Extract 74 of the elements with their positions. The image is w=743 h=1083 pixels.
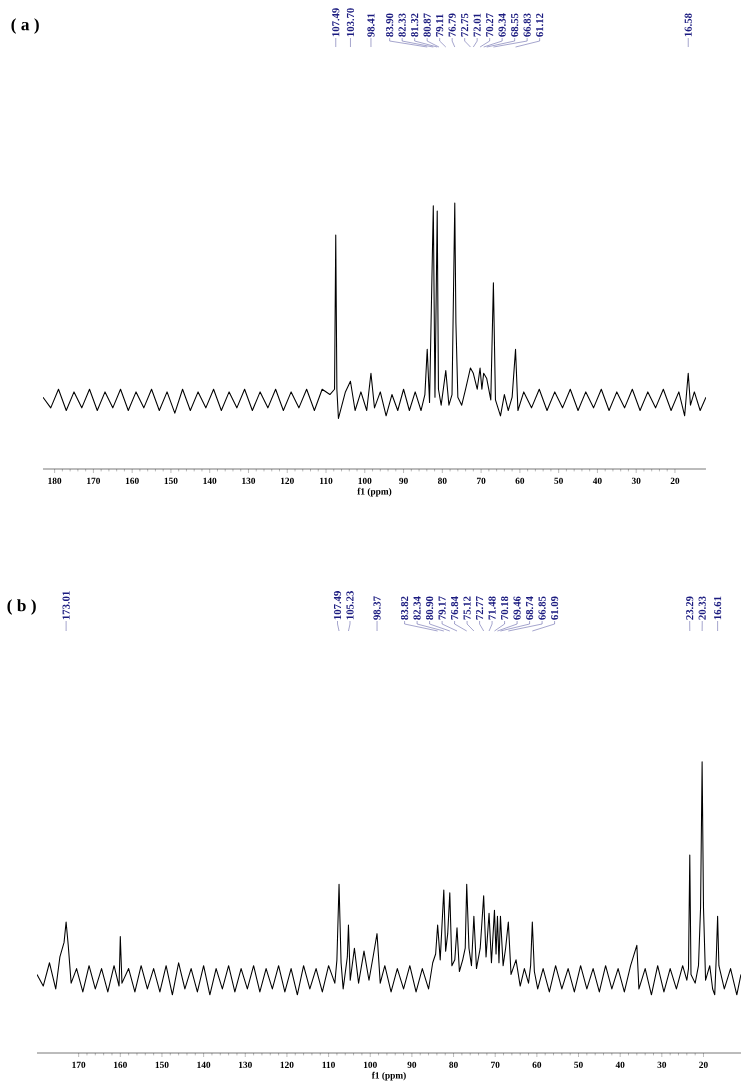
x-tick-label: 60 [532,1061,542,1069]
x-tick-label: 130 [239,1061,252,1069]
annotation: 69.34 [498,13,506,37]
x-tick-label: 140 [197,1061,211,1069]
x-tick-label: 50 [574,1061,583,1069]
chart-title: ( a ) [11,18,39,34]
x-tick-label: 130 [242,477,256,485]
x-tick-label: 120 [281,477,294,485]
annotation: 66.85 [538,596,546,620]
x-tick-label: 80 [437,477,447,485]
x-tick-label: 100 [358,477,372,485]
x-tick-label: 160 [114,1061,127,1069]
annotation: 81.32 [411,13,419,37]
x-tick-label: 120 [280,1061,294,1069]
annotation: 23.29 [686,596,694,620]
annotation: 75.12 [463,596,471,620]
annotation: 98.37 [373,596,381,620]
x-tick-label: 110 [322,1061,335,1069]
x-tick-label: 20 [699,1061,708,1069]
annotation: 82.33 [398,13,406,37]
annotation: 82.34 [413,596,421,620]
annotation: 71.48 [488,596,496,620]
annotation: 83.82 [400,596,409,620]
x-tick-label: 40 [615,1061,625,1069]
x-tick-label: 70 [476,477,486,485]
x-tick-label: 170 [72,1061,86,1069]
annotation: 72.77 [475,596,484,620]
annotation: 98.41 [367,13,375,37]
annotation: 107.49 [333,591,342,620]
annotation: 103.70 [346,8,355,37]
x-tick-label: 150 [155,1061,169,1069]
chart-title: ( b ) [7,599,36,615]
annotation: 61.12 [536,13,544,37]
x-tick-label: 160 [125,477,139,485]
x-tick-label: 110 [320,477,333,485]
annotation: 68.74 [525,596,534,620]
annotation: 66.83 [523,13,531,37]
x-tick-label: 70 [491,1061,500,1069]
annotation: 72.75 [461,13,469,37]
x-tick-label: 140 [203,477,217,485]
annotation: 83.90 [386,13,394,37]
annotation: 79.11 [436,14,444,37]
x-tick-label: 60 [515,477,525,485]
annotation: 80.90 [425,596,434,620]
x-tick-label: 100 [363,1061,377,1069]
annotation: 76.79 [448,13,456,37]
x-tick-label: 90 [407,1061,417,1069]
x-tick-label: 90 [399,477,408,485]
x-tick-label: 150 [164,477,178,485]
annotation: 80.87 [423,13,431,37]
annotation: 61.09 [550,596,559,620]
annotation: 69.46 [513,596,521,620]
annotation: 76.84 [450,596,459,620]
annotation: 173.01 [62,591,70,620]
annotation: 70.27 [486,13,494,37]
x-axis-title: f1 (ppm) [371,1071,406,1081]
x-tick-label: 30 [657,1061,667,1069]
annotation: 16.58 [684,13,692,37]
annotation: 72.01 [473,13,481,37]
x-tick-label: 40 [592,477,602,485]
annotation: 16.61 [714,596,722,620]
annotation: 107.49 [332,8,340,37]
x-tick-label: 80 [449,1061,458,1069]
annotation: 20.33 [698,596,706,620]
annotation: 79.17 [438,596,446,620]
x-tick-label: 180 [48,477,62,485]
x-tick-label: 30 [631,477,641,485]
annotation: 70.18 [500,596,509,620]
annotation: 68.55 [511,13,519,37]
x-axis-title: f1 (ppm) [357,487,392,497]
x-tick-label: 20 [670,477,680,485]
annotation: 105.23 [346,591,354,620]
x-tick-label: 170 [87,477,101,485]
x-tick-label: 50 [554,477,563,485]
